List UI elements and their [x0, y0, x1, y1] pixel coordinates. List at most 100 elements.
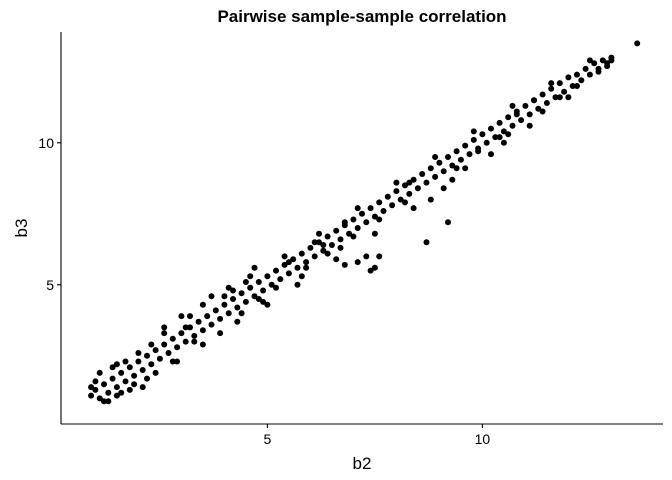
data-point	[539, 91, 546, 98]
data-point	[178, 330, 185, 337]
data-point	[247, 273, 254, 280]
data-point	[436, 159, 443, 166]
data-point	[199, 301, 206, 308]
data-point	[423, 179, 430, 186]
data-point	[212, 307, 219, 314]
data-point	[402, 182, 408, 189]
data-point	[131, 381, 138, 388]
data-point	[535, 105, 542, 112]
data-point	[561, 88, 568, 95]
data-point	[371, 213, 378, 220]
data-point	[161, 341, 168, 348]
data-point	[565, 74, 572, 81]
data-point	[273, 284, 279, 291]
x-tick-label: 5	[264, 431, 272, 447]
data-point	[586, 57, 593, 64]
data-point	[488, 125, 494, 132]
data-point	[191, 338, 198, 345]
data-point	[483, 139, 490, 146]
data-point	[135, 350, 142, 356]
data-point	[320, 242, 327, 248]
data-point	[354, 225, 361, 231]
data-point	[122, 378, 129, 385]
data-point	[92, 378, 99, 385]
data-point	[397, 196, 404, 203]
data-point	[595, 68, 602, 75]
data-point	[427, 196, 434, 203]
data-point	[320, 247, 327, 254]
data-point	[217, 330, 224, 337]
data-point	[281, 261, 288, 268]
data-point	[376, 216, 383, 223]
data-point	[565, 94, 572, 101]
data-point	[230, 296, 236, 302]
data-point	[238, 290, 245, 297]
data-point	[101, 381, 107, 388]
data-point	[363, 219, 370, 226]
data-point	[174, 344, 181, 351]
data-point	[195, 318, 202, 325]
data-point	[311, 239, 318, 246]
data-point	[298, 273, 305, 280]
data-point	[548, 80, 555, 87]
data-point	[324, 250, 331, 257]
data-point	[367, 205, 374, 212]
data-point	[161, 330, 168, 337]
data-point	[470, 128, 477, 135]
data-point	[161, 324, 168, 331]
data-point	[126, 364, 133, 371]
data-point	[462, 165, 469, 172]
data-point	[488, 151, 494, 158]
data-point	[367, 267, 374, 274]
data-point	[419, 171, 426, 177]
data-point	[604, 63, 611, 70]
data-point	[277, 276, 284, 283]
data-point	[462, 142, 469, 149]
data-point	[217, 315, 224, 322]
data-point	[182, 324, 189, 331]
data-point	[350, 233, 357, 240]
data-point	[230, 287, 236, 294]
data-point	[445, 219, 451, 226]
data-point	[294, 281, 301, 288]
data-point	[363, 253, 370, 260]
data-point	[402, 199, 408, 206]
data-point	[354, 259, 361, 266]
data-point	[234, 304, 241, 311]
data-point	[178, 313, 185, 320]
data-point	[359, 210, 365, 217]
data-point	[414, 185, 421, 192]
data-point	[337, 236, 344, 243]
data-point	[341, 261, 348, 268]
data-point	[500, 128, 507, 135]
data-point	[599, 57, 606, 64]
data-point	[105, 389, 112, 396]
data-point	[139, 384, 146, 391]
data-point	[105, 398, 112, 405]
data-point	[303, 264, 310, 271]
data-point	[496, 119, 503, 126]
data-point	[393, 188, 400, 195]
data-point	[148, 341, 155, 348]
data-point	[354, 205, 361, 212]
data-point	[264, 273, 271, 280]
data-point	[208, 321, 215, 328]
data-point	[208, 293, 215, 300]
data-point	[513, 111, 520, 118]
data-point	[509, 102, 516, 109]
data-point	[109, 375, 116, 382]
data-point	[135, 358, 142, 365]
data-point	[247, 284, 254, 291]
data-point	[406, 179, 413, 186]
data-point	[307, 244, 314, 251]
data-point	[88, 392, 95, 399]
data-point	[531, 97, 537, 104]
data-point	[470, 136, 477, 143]
data-point	[384, 193, 391, 200]
data-point	[453, 165, 460, 172]
data-point	[242, 279, 249, 285]
data-point	[466, 151, 473, 158]
y-tick-label: 10	[38, 135, 54, 151]
data-point	[255, 296, 262, 302]
